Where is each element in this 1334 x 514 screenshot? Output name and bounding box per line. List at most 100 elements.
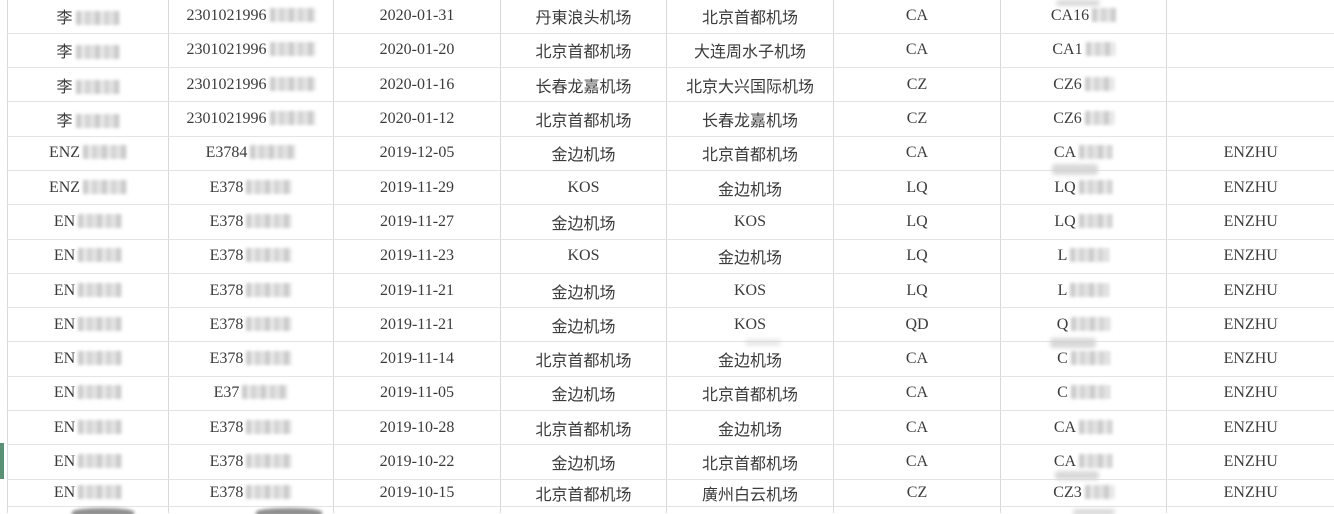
- cell-id[interactable]: E378: [168, 341, 334, 377]
- cell-date[interactable]: 2019-11-21: [333, 273, 501, 309]
- cell-flight[interactable]: L: [1000, 273, 1167, 309]
- cell-airline[interactable]: QD: [833, 307, 1001, 343]
- cell-from[interactable]: 长春龙嘉机场: [500, 67, 667, 103]
- cell-remark[interactable]: ENZHU: [1166, 204, 1334, 240]
- cell-name[interactable]: EN: [7, 376, 169, 412]
- cell-date[interactable]: 2019-10-15: [333, 479, 501, 507]
- cell-name[interactable]: EN: [7, 273, 169, 309]
- cell-remark[interactable]: ENZHU: [1166, 239, 1334, 274]
- cell-flight[interactable]: CA: [1000, 410, 1167, 446]
- cell-flight[interactable]: LQ: [1000, 170, 1167, 206]
- cell-remark[interactable]: [1166, 0, 1334, 34]
- cell-date[interactable]: 2019-11-14: [333, 341, 501, 377]
- cell-name[interactable]: EN: [7, 479, 169, 507]
- cell-date[interactable]: 2019-12-05: [333, 136, 501, 171]
- cell-date[interactable]: 2019-11-21: [333, 307, 501, 343]
- cell-remark[interactable]: ENZHU: [1166, 410, 1334, 446]
- cell-id[interactable]: 2301021996: [168, 67, 334, 103]
- cell-to[interactable]: 金边机场: [666, 341, 834, 377]
- cell-id[interactable]: E378: [168, 170, 334, 206]
- cell-date[interactable]: 2019-10-28: [333, 410, 501, 446]
- cell-airline[interactable]: CZ: [833, 101, 1001, 137]
- cell-id[interactable]: E37: [168, 376, 334, 412]
- cell-remark[interactable]: ENZHU: [1166, 307, 1334, 343]
- cell-to[interactable]: KOS: [666, 307, 834, 343]
- cell-airline[interactable]: CA: [833, 0, 1001, 34]
- cell-name[interactable]: 李: [7, 33, 169, 69]
- cell-airline[interactable]: CA: [833, 136, 1001, 171]
- cell-to[interactable]: KOS: [666, 204, 834, 240]
- cell-to[interactable]: 廣州白云机场: [666, 479, 834, 507]
- cell-remark[interactable]: ENZHU: [1166, 376, 1334, 412]
- cell-from[interactable]: 金边机场: [500, 376, 667, 412]
- cell-airline[interactable]: CA: [833, 376, 1001, 412]
- cell-flight[interactable]: L: [1000, 239, 1167, 274]
- cell-from[interactable]: 金边机场: [500, 307, 667, 343]
- cell-remark[interactable]: ENZHU: [1166, 273, 1334, 309]
- cell-name[interactable]: 李: [7, 0, 169, 34]
- cell-flight[interactable]: C: [1000, 376, 1167, 412]
- cell-id[interactable]: E3784: [168, 136, 334, 171]
- cell-airline[interactable]: LQ: [833, 239, 1001, 274]
- cell-id[interactable]: E378: [168, 444, 334, 480]
- cell-from[interactable]: 金边机场: [500, 273, 667, 309]
- cell-date[interactable]: 2020-01-20: [333, 33, 501, 69]
- cell-airline[interactable]: CA: [833, 444, 1001, 480]
- cell-remark[interactable]: [1166, 67, 1334, 103]
- cell-flight[interactable]: CZ6: [1000, 67, 1167, 103]
- cell-remark[interactable]: ENZHU: [1166, 479, 1334, 507]
- cell-remark[interactable]: ENZHU: [1166, 444, 1334, 480]
- cell-remark[interactable]: ENZHU: [1166, 170, 1334, 206]
- cell-date[interactable]: 2019-11-23: [333, 239, 501, 274]
- cell-from[interactable]: 丹東浪头机场: [500, 0, 667, 34]
- cell-id[interactable]: E378: [168, 204, 334, 240]
- cell-airline[interactable]: CA: [833, 341, 1001, 377]
- cell-from[interactable]: 北京首都机场: [500, 101, 667, 137]
- cell-to[interactable]: 金边机场: [666, 170, 834, 206]
- cell-id[interactable]: E378: [168, 239, 334, 274]
- cell-name[interactable]: EN: [7, 444, 169, 480]
- cell-to[interactable]: 大连周水子机场: [666, 33, 834, 69]
- cell-from[interactable]: 金边机场: [500, 204, 667, 240]
- cell-from[interactable]: 金边机场: [500, 444, 667, 480]
- cell-remark[interactable]: ENZHU: [1166, 136, 1334, 171]
- cell-from[interactable]: KOS: [500, 170, 667, 206]
- cell-to[interactable]: KOS: [666, 273, 834, 309]
- cell-date[interactable]: 2020-01-12: [333, 101, 501, 137]
- cell-airline[interactable]: LQ: [833, 273, 1001, 309]
- cell-to[interactable]: 北京首都机场: [666, 0, 834, 34]
- cell-flight[interactable]: CZ6: [1000, 101, 1167, 137]
- cell-airline[interactable]: CZ: [833, 67, 1001, 103]
- cell-to[interactable]: 长春龙嘉机场: [666, 101, 834, 137]
- cell-remark[interactable]: [1166, 101, 1334, 137]
- cell-to[interactable]: 北京首都机场: [666, 136, 834, 171]
- cell-date[interactable]: 2020-01-31: [333, 0, 501, 34]
- cell-date[interactable]: 2019-11-27: [333, 204, 501, 240]
- cell-date[interactable]: 2019-10-22: [333, 444, 501, 480]
- cell-id[interactable]: E378: [168, 410, 334, 446]
- cell-airline[interactable]: LQ: [833, 170, 1001, 206]
- cell-from[interactable]: KOS: [500, 239, 667, 274]
- cell-airline[interactable]: CZ: [833, 479, 1001, 507]
- cell-to[interactable]: 金边机场: [666, 410, 834, 446]
- cell-name[interactable]: EN: [7, 307, 169, 343]
- cell-id[interactable]: 2301021996: [168, 33, 334, 69]
- cell-id[interactable]: E378: [168, 479, 334, 507]
- cell-id[interactable]: 2301021996: [168, 0, 334, 34]
- cell-from[interactable]: 金边机场: [500, 136, 667, 171]
- cell-from[interactable]: 北京首都机场: [500, 410, 667, 446]
- cell-flight[interactable]: LQ: [1000, 204, 1167, 240]
- cell-id[interactable]: E378: [168, 273, 334, 309]
- cell-airline[interactable]: CA: [833, 410, 1001, 446]
- cell-flight[interactable]: Q: [1000, 307, 1167, 343]
- cell-to[interactable]: 北京大兴国际机场: [666, 67, 834, 103]
- cell-name[interactable]: 李: [7, 101, 169, 137]
- cell-flight[interactable]: CA1: [1000, 33, 1167, 69]
- cell-name[interactable]: 李: [7, 67, 169, 103]
- cell-from[interactable]: 北京首都机场: [500, 479, 667, 507]
- cell-name[interactable]: ENZ: [7, 136, 169, 171]
- cell-date[interactable]: 2020-01-16: [333, 67, 501, 103]
- cell-from[interactable]: 北京首都机场: [500, 33, 667, 69]
- cell-id[interactable]: 2301021996: [168, 101, 334, 137]
- cell-remark[interactable]: [1166, 33, 1334, 69]
